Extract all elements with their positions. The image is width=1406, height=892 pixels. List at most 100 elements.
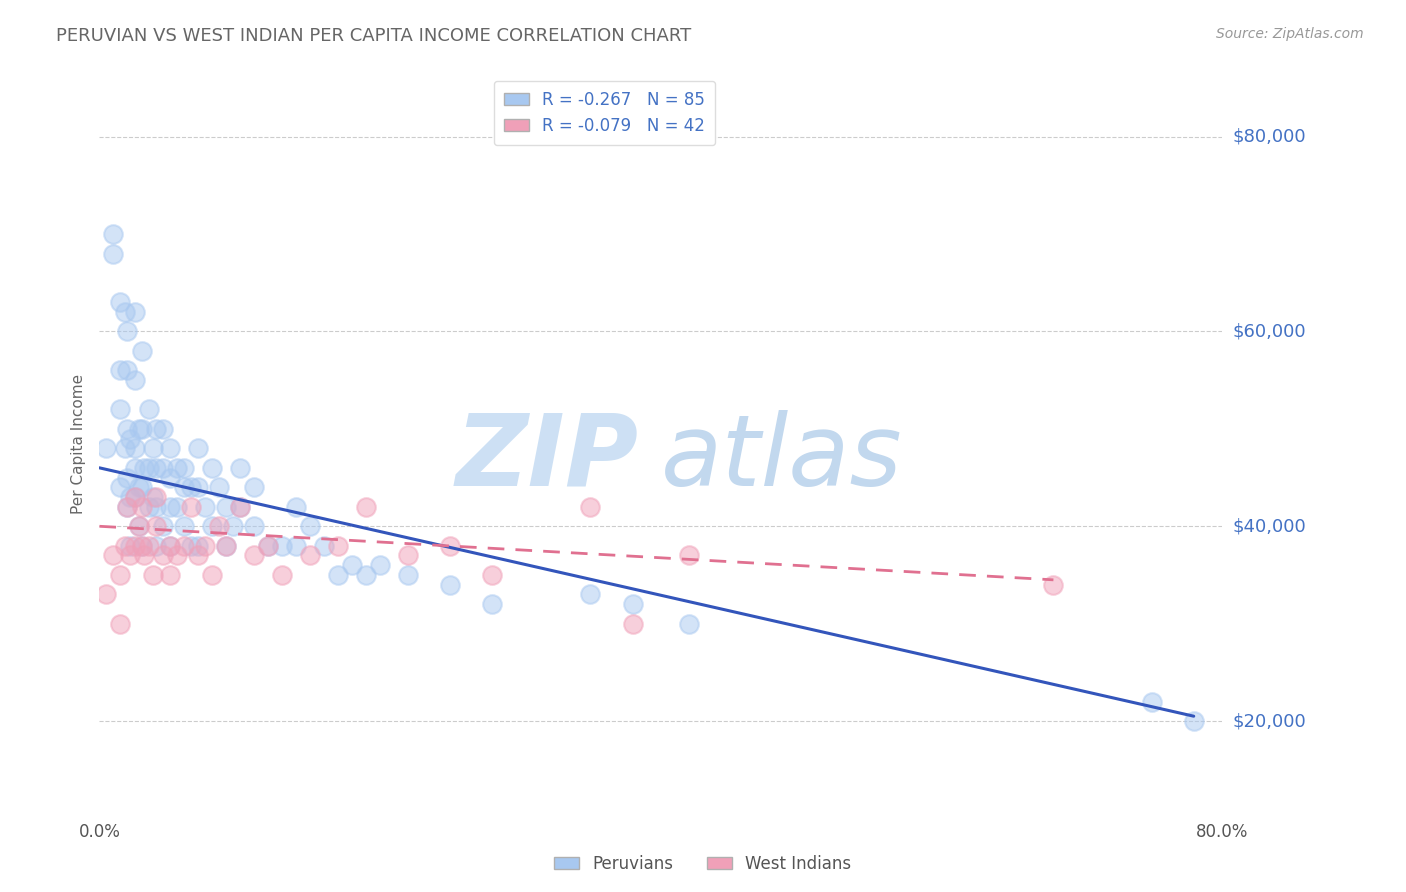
Point <box>110 363 132 377</box>
Point <box>159 568 181 582</box>
Point <box>229 500 252 514</box>
Point <box>103 227 125 241</box>
Point <box>114 442 136 456</box>
Point <box>120 432 142 446</box>
Point <box>481 597 503 611</box>
Point <box>124 460 146 475</box>
Point <box>134 549 156 563</box>
Point <box>354 568 377 582</box>
Point <box>152 519 174 533</box>
Point <box>131 422 153 436</box>
Point <box>128 519 150 533</box>
Point <box>208 480 231 494</box>
Point <box>138 500 160 514</box>
Point <box>159 500 181 514</box>
Point <box>124 539 146 553</box>
Point <box>159 470 181 484</box>
Point <box>396 549 419 563</box>
Text: $60,000: $60,000 <box>1233 323 1306 341</box>
Text: PERUVIAN VS WEST INDIAN PER CAPITA INCOME CORRELATION CHART: PERUVIAN VS WEST INDIAN PER CAPITA INCOM… <box>56 27 692 45</box>
Point <box>124 305 146 319</box>
Point <box>201 568 224 582</box>
Point <box>120 539 142 553</box>
Point <box>215 500 238 514</box>
Point <box>110 568 132 582</box>
Point <box>110 295 132 310</box>
Point <box>145 500 167 514</box>
Point <box>138 460 160 475</box>
Point <box>396 568 419 582</box>
Point <box>142 442 165 456</box>
Legend: Peruvians, West Indians: Peruvians, West Indians <box>548 848 858 880</box>
Point <box>173 519 195 533</box>
Point <box>229 500 252 514</box>
Point <box>256 539 278 553</box>
Point <box>298 519 321 533</box>
Text: ZIP: ZIP <box>456 410 638 507</box>
Point <box>326 568 349 582</box>
Point <box>103 246 125 260</box>
Point <box>201 460 224 475</box>
Point <box>166 460 188 475</box>
Point <box>180 500 202 514</box>
Point <box>439 578 461 592</box>
Point <box>131 539 153 553</box>
Point <box>124 490 146 504</box>
Point <box>1042 578 1064 592</box>
Point <box>145 422 167 436</box>
Point <box>326 539 349 553</box>
Point <box>173 539 195 553</box>
Point <box>124 373 146 387</box>
Point <box>120 490 142 504</box>
Point <box>103 549 125 563</box>
Point <box>187 480 209 494</box>
Point <box>242 549 264 563</box>
Legend: R = -0.267   N = 85, R = -0.079   N = 42: R = -0.267 N = 85, R = -0.079 N = 42 <box>494 80 716 145</box>
Point <box>128 519 150 533</box>
Point <box>270 539 292 553</box>
Point <box>110 616 132 631</box>
Point <box>187 442 209 456</box>
Point <box>270 568 292 582</box>
Point <box>1140 695 1163 709</box>
Point <box>166 549 188 563</box>
Point <box>678 549 700 563</box>
Point <box>114 305 136 319</box>
Point <box>96 587 118 601</box>
Point <box>201 519 224 533</box>
Point <box>621 597 644 611</box>
Point <box>678 616 700 631</box>
Y-axis label: Per Capita Income: Per Capita Income <box>72 374 86 514</box>
Point <box>166 500 188 514</box>
Point <box>124 442 146 456</box>
Point <box>152 549 174 563</box>
Point <box>131 480 153 494</box>
Point <box>145 460 167 475</box>
Point <box>187 539 209 553</box>
Point <box>96 442 118 456</box>
Point <box>354 500 377 514</box>
Point <box>142 568 165 582</box>
Point <box>131 500 153 514</box>
Text: $80,000: $80,000 <box>1233 128 1306 145</box>
Point <box>229 460 252 475</box>
Point <box>159 539 181 553</box>
Point <box>152 460 174 475</box>
Point <box>242 519 264 533</box>
Point <box>117 422 139 436</box>
Point <box>117 500 139 514</box>
Point <box>138 539 160 553</box>
Point <box>368 558 391 573</box>
Point <box>145 519 167 533</box>
Point <box>439 539 461 553</box>
Point <box>159 539 181 553</box>
Point <box>110 480 132 494</box>
Point <box>117 470 139 484</box>
Point <box>117 500 139 514</box>
Point <box>208 519 231 533</box>
Point <box>173 460 195 475</box>
Point <box>120 549 142 563</box>
Point <box>131 539 153 553</box>
Point <box>110 402 132 417</box>
Point <box>621 616 644 631</box>
